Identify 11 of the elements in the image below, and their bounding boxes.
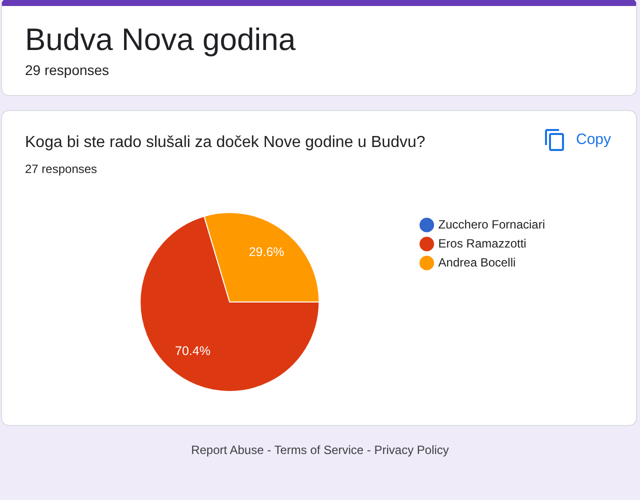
text: Report Abuse - Terms of Service - Privacy Policy (190, 443, 450, 458)
data-label: 29.6% (248, 244, 284, 259)
legend-label: Eros Ramazzotti (438, 236, 526, 250)
legend-label: Andrea Bocelli (438, 255, 516, 270)
text: Copy (576, 131, 612, 149)
legend-label: Zucchero Fornaciari (438, 217, 546, 232)
text: Budva Nova godina (25, 22, 296, 58)
text: 29 responses (25, 61, 110, 79)
chart-subtitle: 27 responses (25, 162, 98, 177)
chart-title: Koga bi ste rado slušali za doček Nove godine u Budvu? (25, 133, 426, 153)
data-label: 70.4% (174, 344, 210, 358)
